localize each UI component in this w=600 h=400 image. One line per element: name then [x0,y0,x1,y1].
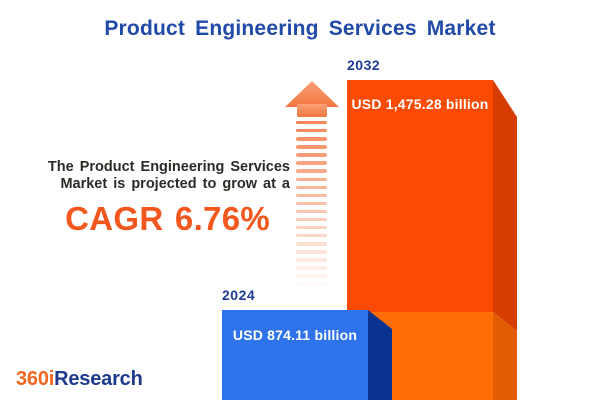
growth-arrow-icon [285,81,339,117]
growth-arrow-dashes [296,121,327,291]
value-label-2032: USD 1,475.28 billion [351,96,489,112]
cagr-value: CAGR 6.76% [65,199,270,237]
annotation-text: The Product Engineering Services Market … [28,159,290,235]
logo-research: Research [54,368,143,390]
annotation-line2: Market is projected to grow at a [60,175,290,192]
bar-2024-face [222,310,368,400]
bar-2032-side-lower [493,312,517,400]
year-label-2024: 2024 [222,287,256,303]
annotation-line1: The Product Engineering Services [47,159,290,175]
page-title: Product Engineering Services Market [104,17,496,40]
value-label-2024: USD 874.11 billion [232,327,358,343]
bar-2032-side-upper [493,80,517,331]
company-logo: 360iResearch [16,368,143,391]
year-label-2032: 2032 [347,57,381,73]
bar-2032-face-upper [347,80,493,312]
bar-2024-side [368,310,392,400]
logo-360i: 360i [16,368,55,390]
